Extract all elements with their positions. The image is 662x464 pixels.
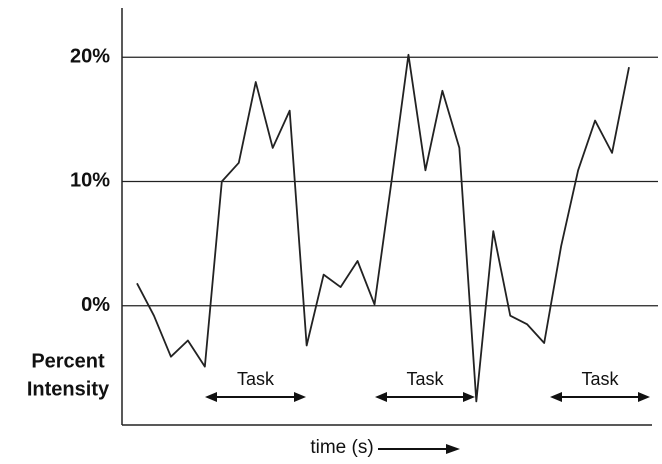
y-tick-label: 10% (70, 170, 110, 192)
annotation: Task (237, 369, 275, 389)
task-arrowhead (205, 392, 217, 402)
data-line (136, 53, 630, 403)
x-axis-label: time (s) (310, 437, 373, 458)
task-arrowhead (463, 392, 475, 402)
annotation: Task (581, 369, 619, 389)
task-arrowhead (375, 392, 387, 402)
x-axis-arrowhead (446, 444, 460, 454)
y-axis-label: Intensity (27, 378, 110, 400)
task-arrowhead (550, 392, 562, 402)
annotation: Task (406, 369, 444, 389)
y-axis-label: Percent (31, 350, 105, 372)
task-arrowhead (294, 392, 306, 402)
y-tick-label: 0% (81, 294, 110, 316)
task-arrowhead (638, 392, 650, 402)
y-tick-label: 20% (70, 45, 110, 67)
